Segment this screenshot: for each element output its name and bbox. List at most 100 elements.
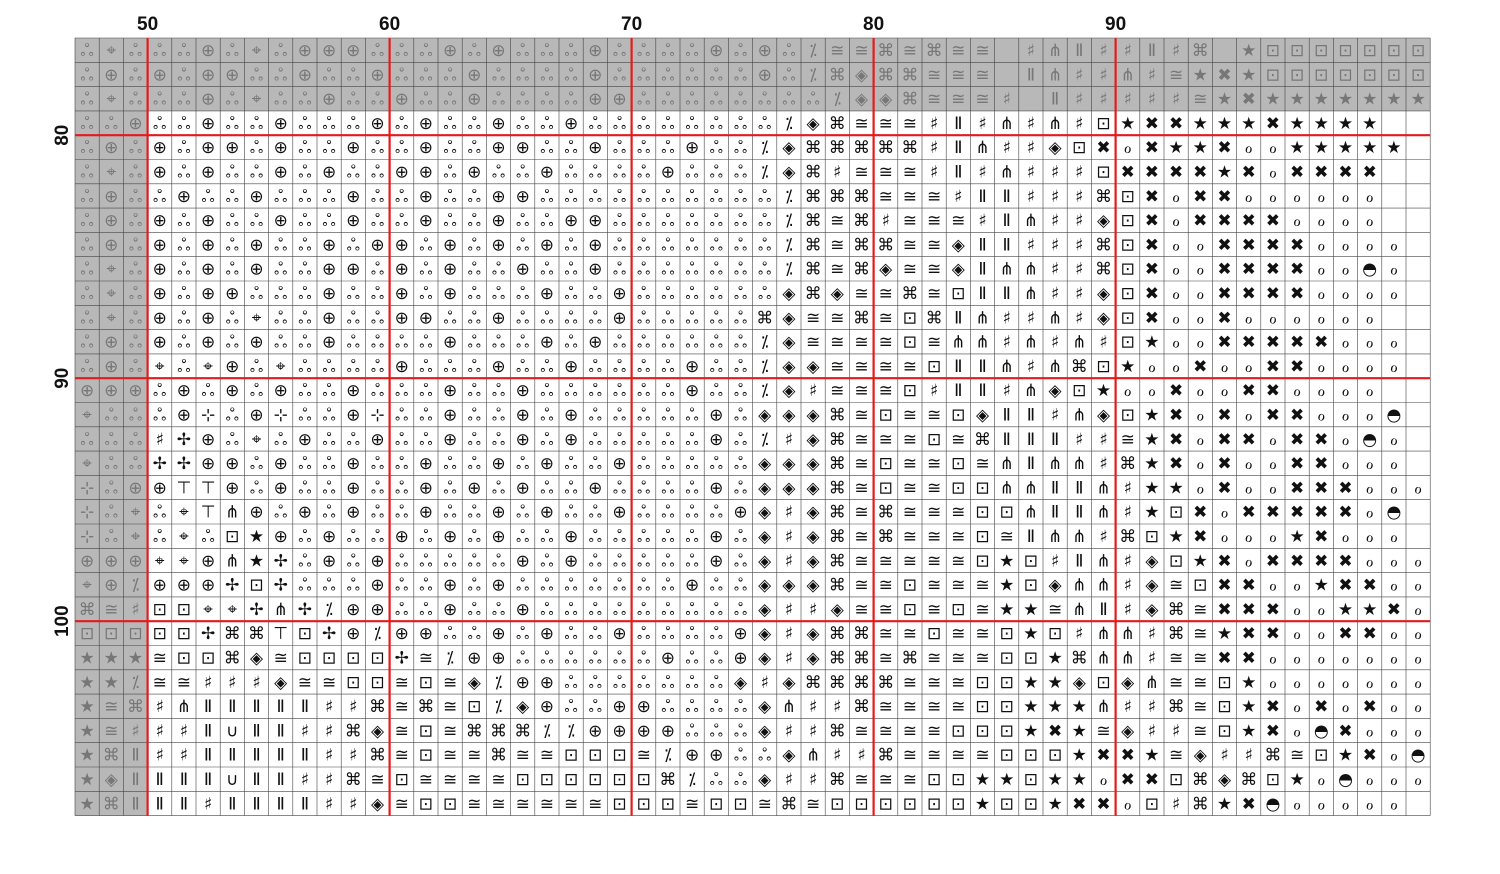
stitch-symbol: ஃ	[177, 41, 190, 61]
stitch-symbol: ⊕	[395, 527, 409, 547]
stitch-symbol: ⁒	[325, 600, 333, 620]
stitch-symbol: ⌖	[228, 600, 238, 620]
stitch-symbol: ⊕	[419, 478, 433, 498]
stitch-symbol: ஃ	[443, 357, 456, 377]
stitch-symbol: ℴ	[1390, 357, 1398, 377]
stitch-symbol: ⊕	[709, 430, 723, 450]
stitch-symbol: ஃ	[371, 41, 384, 61]
stitch-symbol: ஃ	[298, 478, 311, 498]
stitch-symbol: ⋔	[1024, 333, 1038, 353]
stitch-symbol: ♯	[1051, 284, 1059, 304]
stitch-symbol: ★	[999, 770, 1014, 790]
stitch-symbol: ℴ	[1390, 794, 1398, 814]
stitch-symbol: ♯	[1051, 235, 1059, 255]
stitch-symbol: ✖	[1266, 357, 1280, 377]
stitch-symbol: ஃ	[685, 503, 698, 523]
stitch-symbol: ஃ	[371, 381, 384, 401]
stitch-symbol: ≅	[854, 333, 868, 353]
stitch-symbol: ℴ	[1100, 770, 1108, 790]
stitch-symbol: ஃ	[589, 187, 602, 207]
stitch-symbol: ≅	[685, 794, 699, 814]
stitch-cell	[486, 86, 511, 111]
stitch-symbol: ◈	[1145, 576, 1159, 596]
stitch-symbol: ஃ	[468, 333, 481, 353]
stitch-symbol: ≅	[903, 503, 917, 523]
stitch-symbol: ℴ	[1342, 333, 1350, 353]
stitch-symbol: ஃ	[637, 235, 650, 255]
stitch-cell	[389, 110, 414, 136]
stitch-symbol: ◈	[807, 576, 821, 596]
stitch-cell	[994, 38, 1019, 63]
stitch-symbol: ℴ	[1366, 211, 1374, 231]
stitch-cell	[897, 38, 922, 63]
stitch-symbol: ⊡	[128, 624, 142, 644]
stitch-symbol: ஃ	[298, 90, 311, 110]
stitch-symbol: ♯	[1075, 65, 1083, 85]
stitch-symbol: ஃ	[564, 65, 577, 85]
stitch-symbol: ஃ	[685, 478, 698, 498]
stitch-symbol: ஃ	[613, 187, 626, 207]
stitch-symbol: ஃ	[540, 576, 553, 596]
stitch-symbol: ≅	[1048, 600, 1062, 620]
stitch-symbol: ≅	[927, 405, 941, 425]
stitch-cell	[1043, 62, 1068, 87]
stitch-symbol: ℴ	[1414, 673, 1422, 693]
stitch-symbol: ✖	[1217, 454, 1231, 474]
stitch-symbol: ≅	[903, 624, 917, 644]
stitch-cell	[1406, 305, 1431, 330]
stitch-symbol: ஃ	[80, 430, 93, 450]
stitch-cell	[438, 110, 463, 136]
stitch-cell	[776, 38, 801, 63]
stitch-cell	[292, 135, 317, 160]
stitch-symbol: ⊕	[322, 260, 336, 280]
stitch-symbol: ஃ	[661, 405, 674, 425]
stitch-symbol: ⌘	[877, 503, 894, 523]
stitch-symbol: ⋔	[1024, 478, 1038, 498]
stitch-cell	[341, 110, 366, 136]
stitch-symbol: ⊕	[395, 90, 409, 110]
stitch-symbol: ⊕	[201, 90, 215, 110]
stitch-symbol: ⊕	[588, 235, 602, 255]
stitch-symbol: ≅	[806, 308, 820, 328]
stitch-symbol: ஃ	[710, 138, 723, 158]
stitch-cell	[462, 86, 487, 111]
stitch-symbol: ஃ	[274, 284, 287, 304]
stitch-symbol: ⊕	[153, 284, 167, 304]
stitch-symbol: ≅	[830, 357, 844, 377]
stitch-cell	[1406, 135, 1431, 160]
stitch-symbol: ✖	[1314, 503, 1328, 523]
stitch-symbol: ✖	[1217, 576, 1231, 596]
stitch-symbol: ⊕	[516, 187, 530, 207]
stitch-symbol: ஃ	[782, 65, 795, 85]
stitch-symbol: ⊕	[201, 284, 215, 304]
stitch-symbol: ℴ	[1293, 697, 1301, 717]
stitch-symbol: ஃ	[637, 381, 650, 401]
stitch-symbol: ஃ	[661, 65, 674, 85]
stitch-symbol: Ⅱ	[954, 308, 962, 328]
stitch-symbol: ⊕	[104, 381, 118, 401]
stitch-symbol: Ⅱ	[1027, 430, 1035, 450]
stitch-symbol: ℴ	[1366, 527, 1374, 547]
stitch-symbol: ஃ	[322, 576, 335, 596]
stitch-symbol: ⊡	[1266, 65, 1280, 85]
stitch-symbol: ஃ	[637, 162, 650, 182]
stitch-symbol: ≅	[443, 697, 457, 717]
stitch-symbol: ∪	[226, 770, 238, 790]
stitch-symbol: ஃ	[758, 284, 771, 304]
stitch-symbol: ⊡	[975, 478, 989, 498]
stitch-symbol: ♯	[325, 746, 333, 766]
stitch-symbol: ஃ	[468, 381, 481, 401]
stitch-cell	[510, 135, 535, 160]
stitch-symbol: ஃ	[443, 187, 456, 207]
stitch-symbol: ஃ	[613, 138, 626, 158]
stitch-cell	[994, 86, 1019, 111]
stitch-symbol: ஃ	[710, 648, 723, 668]
stitch-symbol: ⁒	[132, 673, 140, 693]
stitch-symbol: ♯	[857, 746, 865, 766]
stitch-symbol: ≅	[1193, 648, 1207, 668]
stitch-symbol: ஃ	[685, 648, 698, 668]
stitch-symbol: ⋔	[177, 697, 191, 717]
stitch-symbol: ≅	[903, 405, 917, 425]
stitch-symbol: ஃ	[492, 162, 505, 182]
stitch-symbol: ≅	[830, 211, 844, 231]
